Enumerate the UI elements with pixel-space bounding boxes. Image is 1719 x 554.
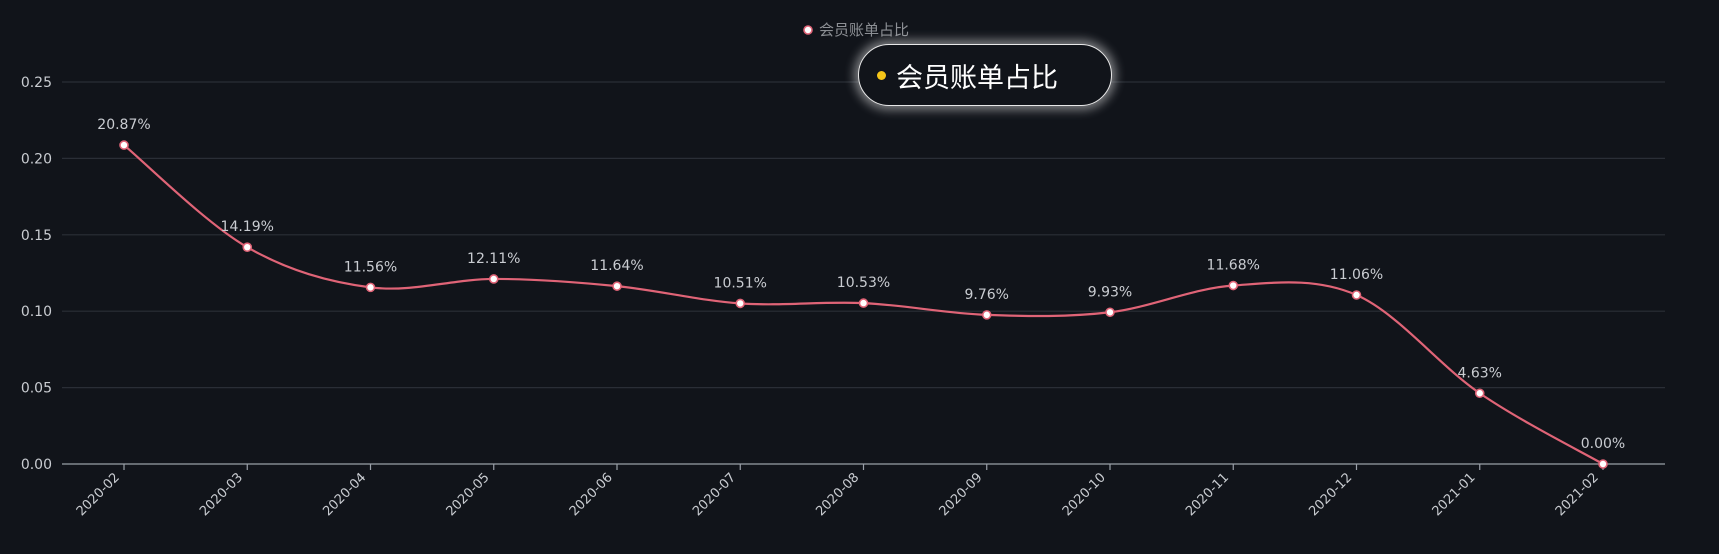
- x-tick-label: 2020-08: [813, 470, 862, 519]
- data-point[interactable]: [119, 140, 129, 150]
- hover-tooltip: 会员账单占比: [858, 44, 1112, 106]
- x-tick-label: 2020-05: [444, 470, 493, 519]
- y-tick-label: 0.20: [21, 151, 52, 167]
- data-point[interactable]: [365, 282, 376, 293]
- data-labels: 20.87% 14.19% 11.56% 12.11% 11.64% 10.51% 10.5…: [97, 117, 1625, 452]
- data-point[interactable]: [981, 310, 992, 320]
- y-axis-ticks: 0.00 0.05 0.10 0.15 0.20 0.25: [21, 75, 52, 473]
- x-tick-label: 2020-11: [1183, 470, 1232, 519]
- data-label: 11.56%: [344, 259, 397, 275]
- tooltip-series-label: 会员账单占比: [896, 62, 1058, 94]
- data-label: 0.00%: [1581, 436, 1625, 452]
- data-label: 10.53%: [837, 275, 890, 291]
- y-tick-label: 0.00: [21, 457, 52, 473]
- grid-lines: [62, 81, 1665, 389]
- data-label: 14.19%: [221, 219, 274, 235]
- data-label: 20.87%: [97, 117, 150, 133]
- x-tick-label: 2020-06: [567, 470, 616, 519]
- data-point[interactable]: [242, 242, 253, 252]
- x-tick-label: 2020-12: [1306, 470, 1355, 519]
- data-label: 11.68%: [1207, 258, 1260, 274]
- y-tick-label: 0.15: [21, 228, 52, 244]
- data-label: 11.06%: [1330, 267, 1383, 283]
- x-tick-label: 2020-03: [197, 470, 246, 519]
- tooltip-series-dot: [877, 70, 886, 80]
- x-tick-label: 2020-09: [937, 470, 986, 519]
- data-label: 9.93%: [1088, 284, 1132, 300]
- data-point[interactable]: [612, 281, 622, 291]
- data-point[interactable]: [1228, 280, 1239, 291]
- x-tick-label: 2020-02: [74, 470, 123, 519]
- data-label: 10.51%: [714, 275, 767, 291]
- data-label: 12.11%: [467, 251, 520, 267]
- legend-label[interactable]: 会员账单占比: [819, 21, 909, 39]
- data-point[interactable]: [1474, 388, 1485, 399]
- data-points: [119, 140, 1608, 469]
- y-tick-label: 0.25: [21, 75, 52, 91]
- x-tick-label: 2020-04: [320, 470, 369, 519]
- x-axis: 2020-02 2020-03 2020-04 2020-05 2020-06 2020-…: [62, 463, 1665, 519]
- data-point[interactable]: [1105, 307, 1115, 318]
- legend[interactable]: 会员账单占比: [803, 21, 909, 39]
- data-label: 4.63%: [1458, 365, 1502, 381]
- y-tick-label: 0.05: [21, 381, 52, 397]
- data-point[interactable]: [735, 298, 746, 309]
- data-label: 9.76%: [965, 287, 1009, 303]
- y-tick-label: 0.10: [21, 304, 52, 320]
- data-point[interactable]: [858, 298, 869, 308]
- x-tick-label: 2020-07: [690, 470, 739, 519]
- data-point[interactable]: [1598, 459, 1608, 469]
- x-tick-label: 2021-02: [1553, 470, 1602, 519]
- x-tick-label: 2020-10: [1060, 470, 1109, 519]
- data-point[interactable]: [1351, 290, 1362, 300]
- data-point[interactable]: [488, 274, 499, 284]
- data-label: 11.64%: [590, 258, 643, 274]
- x-tick-label: 2021-01: [1430, 470, 1479, 519]
- legend-marker[interactable]: [803, 25, 813, 35]
